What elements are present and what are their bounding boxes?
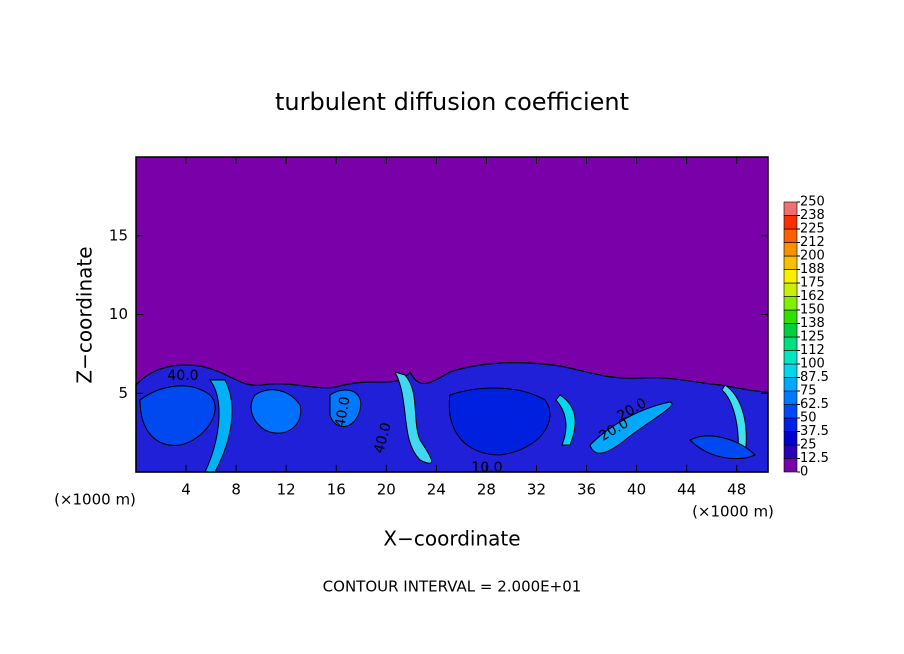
colorbar-segment [783,201,798,216]
colorbar-segment [783,404,798,419]
contour-label: 40.0 [332,395,353,428]
x-tick-label: 8 [231,481,241,499]
x-unit: (×1000 m) [692,503,774,521]
colorbar-segment [783,282,798,297]
colorbar-label: 125 [800,330,825,345]
chart-title: turbulent diffusion coefficient [275,88,629,116]
colorbar-label: 225 [800,222,825,237]
colorbar-segment [783,431,798,446]
x-tick-label: 44 [677,481,696,499]
colorbar-label: 112 [800,343,825,358]
x-tick-label: 36 [577,481,596,499]
colorbar-segment [783,242,798,257]
colorbar-segment [783,390,798,405]
colorbar-label: 212 [800,235,825,250]
colorbar-segment [783,363,798,378]
contour-label: 40.0 [167,368,198,384]
colorbar-segment [783,458,798,473]
footer: CONTOUR INTERVAL = 2.000E+01 [323,578,582,596]
contour-label: 10.0 [471,460,502,476]
eddy [139,385,216,446]
contour-label: 40.0 [371,421,395,455]
colorbar-segment [783,255,798,270]
x-tick-label: 16 [327,481,346,499]
colorbar-segment [783,417,798,432]
colorbar-label: 37.5 [800,424,829,439]
colorbar-segment [783,309,798,324]
colorbar-label: 138 [800,316,825,331]
y-tick-label: 10 [109,305,128,323]
colorbar-label: 162 [800,289,825,304]
colorbar-label: 150 [800,303,825,318]
eddy [448,387,551,456]
eddy [689,435,756,460]
colorbar-segment [783,350,798,365]
colorbar-segment [783,336,798,351]
colorbar-label: 200 [800,249,825,264]
colorbar-label: 238 [800,208,825,223]
colorbar-segment [783,215,798,230]
colorbar-segment [783,296,798,311]
y-unit: (×1000 m) [54,491,136,509]
y-tick-label: 15 [109,226,128,244]
x-tick-label: 12 [277,481,296,499]
x-tick-label: 4 [181,481,191,499]
colorbar-label: 25 [800,438,817,453]
colorbar-segment [783,228,798,243]
colorbar-label: 87.5 [800,370,829,385]
filament [589,401,673,454]
x-tick-label: 24 [427,481,446,499]
x-tick-label: 28 [477,481,496,499]
colorbar-segment [783,444,798,459]
colorbar-label: 250 [800,195,825,210]
x-axis-label: X−coordinate [383,527,520,551]
x-tick-label: 40 [627,481,646,499]
filament [555,394,576,446]
x-tick-label: 48 [727,481,746,499]
colorbar-segment [783,269,798,284]
colorbar-label: 100 [800,357,825,372]
colorbar-label: 50 [800,411,817,426]
x-tick-label: 32 [527,481,546,499]
colorbar-label: 75 [800,384,817,399]
colorbar-label: 175 [800,276,825,291]
eddy [250,389,302,434]
field [135,157,769,473]
colorbar-label: 62.5 [800,397,829,412]
filament [393,371,432,464]
colorbar-label: 12.5 [800,451,829,466]
colorbar-label: 0 [800,465,808,480]
y-axis-label: Z−coordinate [73,246,97,383]
y-tick-label: 5 [118,384,128,402]
colorbar-label: 188 [800,262,825,277]
x-tick-label: 20 [377,481,396,499]
colorbar-segment [783,377,798,392]
eddy [329,389,362,427]
colorbar-segment [783,323,798,338]
